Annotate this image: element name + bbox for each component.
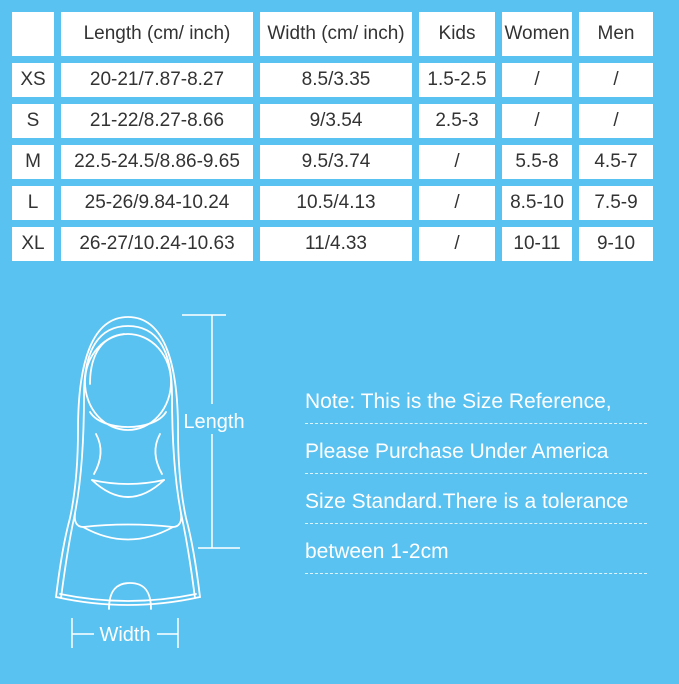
table-cell: 21-22/8.27-8.66 [61, 104, 253, 138]
size-note: Note: This is the Size Reference, Please… [305, 390, 647, 590]
header-cell-women: Women [502, 12, 572, 56]
table-cell: / [419, 145, 495, 179]
table-row-xl: XL 26-27/10.24-10.63 11/4.33 / 10-11 9-1… [12, 227, 653, 261]
table-cell: 20-21/7.87-8.27 [61, 63, 253, 97]
table-row-l: L 25-26/9.84-10.24 10.5/4.13 / 8.5-10 7.… [12, 186, 653, 220]
size-reference-table: Length (cm/ inch) Width (cm/ inch) Kids … [5, 5, 660, 268]
table-row-xs: XS 20-21/7.87-8.27 8.5/3.35 1.5-2.5 / / [12, 63, 653, 97]
size-label-cell: S [12, 104, 54, 138]
header-cell-kids: Kids [419, 12, 495, 56]
note-line: Please Purchase Under America [305, 440, 647, 474]
table-cell: 7.5-9 [579, 186, 653, 220]
table-cell: 9-10 [579, 227, 653, 261]
table-cell: / [502, 63, 572, 97]
table-cell: 8.5/3.35 [260, 63, 412, 97]
table-cell: 11/4.33 [260, 227, 412, 261]
table-cell: 5.5-8 [502, 145, 572, 179]
table-cell: 4.5-7 [579, 145, 653, 179]
size-label-cell: L [12, 186, 54, 220]
size-label-cell: XS [12, 63, 54, 97]
note-line: Size Standard.There is a tolerance [305, 490, 647, 524]
fin-outline [55, 316, 201, 610]
table-cell: / [419, 227, 495, 261]
header-cell-men: Men [579, 12, 653, 56]
table-cell: / [579, 63, 653, 97]
width-label: Width [99, 624, 150, 646]
header-cell-width: Width (cm/ inch) [260, 12, 412, 56]
table-row-m: M 22.5-24.5/8.86-9.65 9.5/3.74 / 5.5-8 4… [12, 145, 653, 179]
table-cell: 25-26/9.84-10.24 [61, 186, 253, 220]
size-label-cell: M [12, 145, 54, 179]
note-line: between 1-2cm [305, 540, 647, 574]
table-cell: 1.5-2.5 [419, 63, 495, 97]
fin-size-diagram: Length Width [30, 300, 260, 660]
table-header-row: Length (cm/ inch) Width (cm/ inch) Kids … [12, 12, 653, 56]
swim-fin-outline-icon: Length Width [55, 314, 245, 648]
table-cell: / [419, 186, 495, 220]
length-dimension-line [182, 314, 240, 549]
table-cell: 10.5/4.13 [260, 186, 412, 220]
length-label: Length [183, 411, 244, 433]
note-line: Note: This is the Size Reference, [305, 390, 647, 424]
table-cell: / [579, 104, 653, 138]
table-cell: 10-11 [502, 227, 572, 261]
table-cell: 9.5/3.74 [260, 145, 412, 179]
table-cell: / [502, 104, 572, 138]
table-cell: 26-27/10.24-10.63 [61, 227, 253, 261]
header-cell-size [12, 12, 54, 56]
table-cell: 8.5-10 [502, 186, 572, 220]
table-cell: 22.5-24.5/8.86-9.65 [61, 145, 253, 179]
table-cell: 2.5-3 [419, 104, 495, 138]
table-cell: 9/3.54 [260, 104, 412, 138]
header-cell-length: Length (cm/ inch) [61, 12, 253, 56]
width-dimension-line [71, 618, 179, 648]
size-label-cell: XL [12, 227, 54, 261]
table-row-s: S 21-22/8.27-8.66 9/3.54 2.5-3 / / [12, 104, 653, 138]
